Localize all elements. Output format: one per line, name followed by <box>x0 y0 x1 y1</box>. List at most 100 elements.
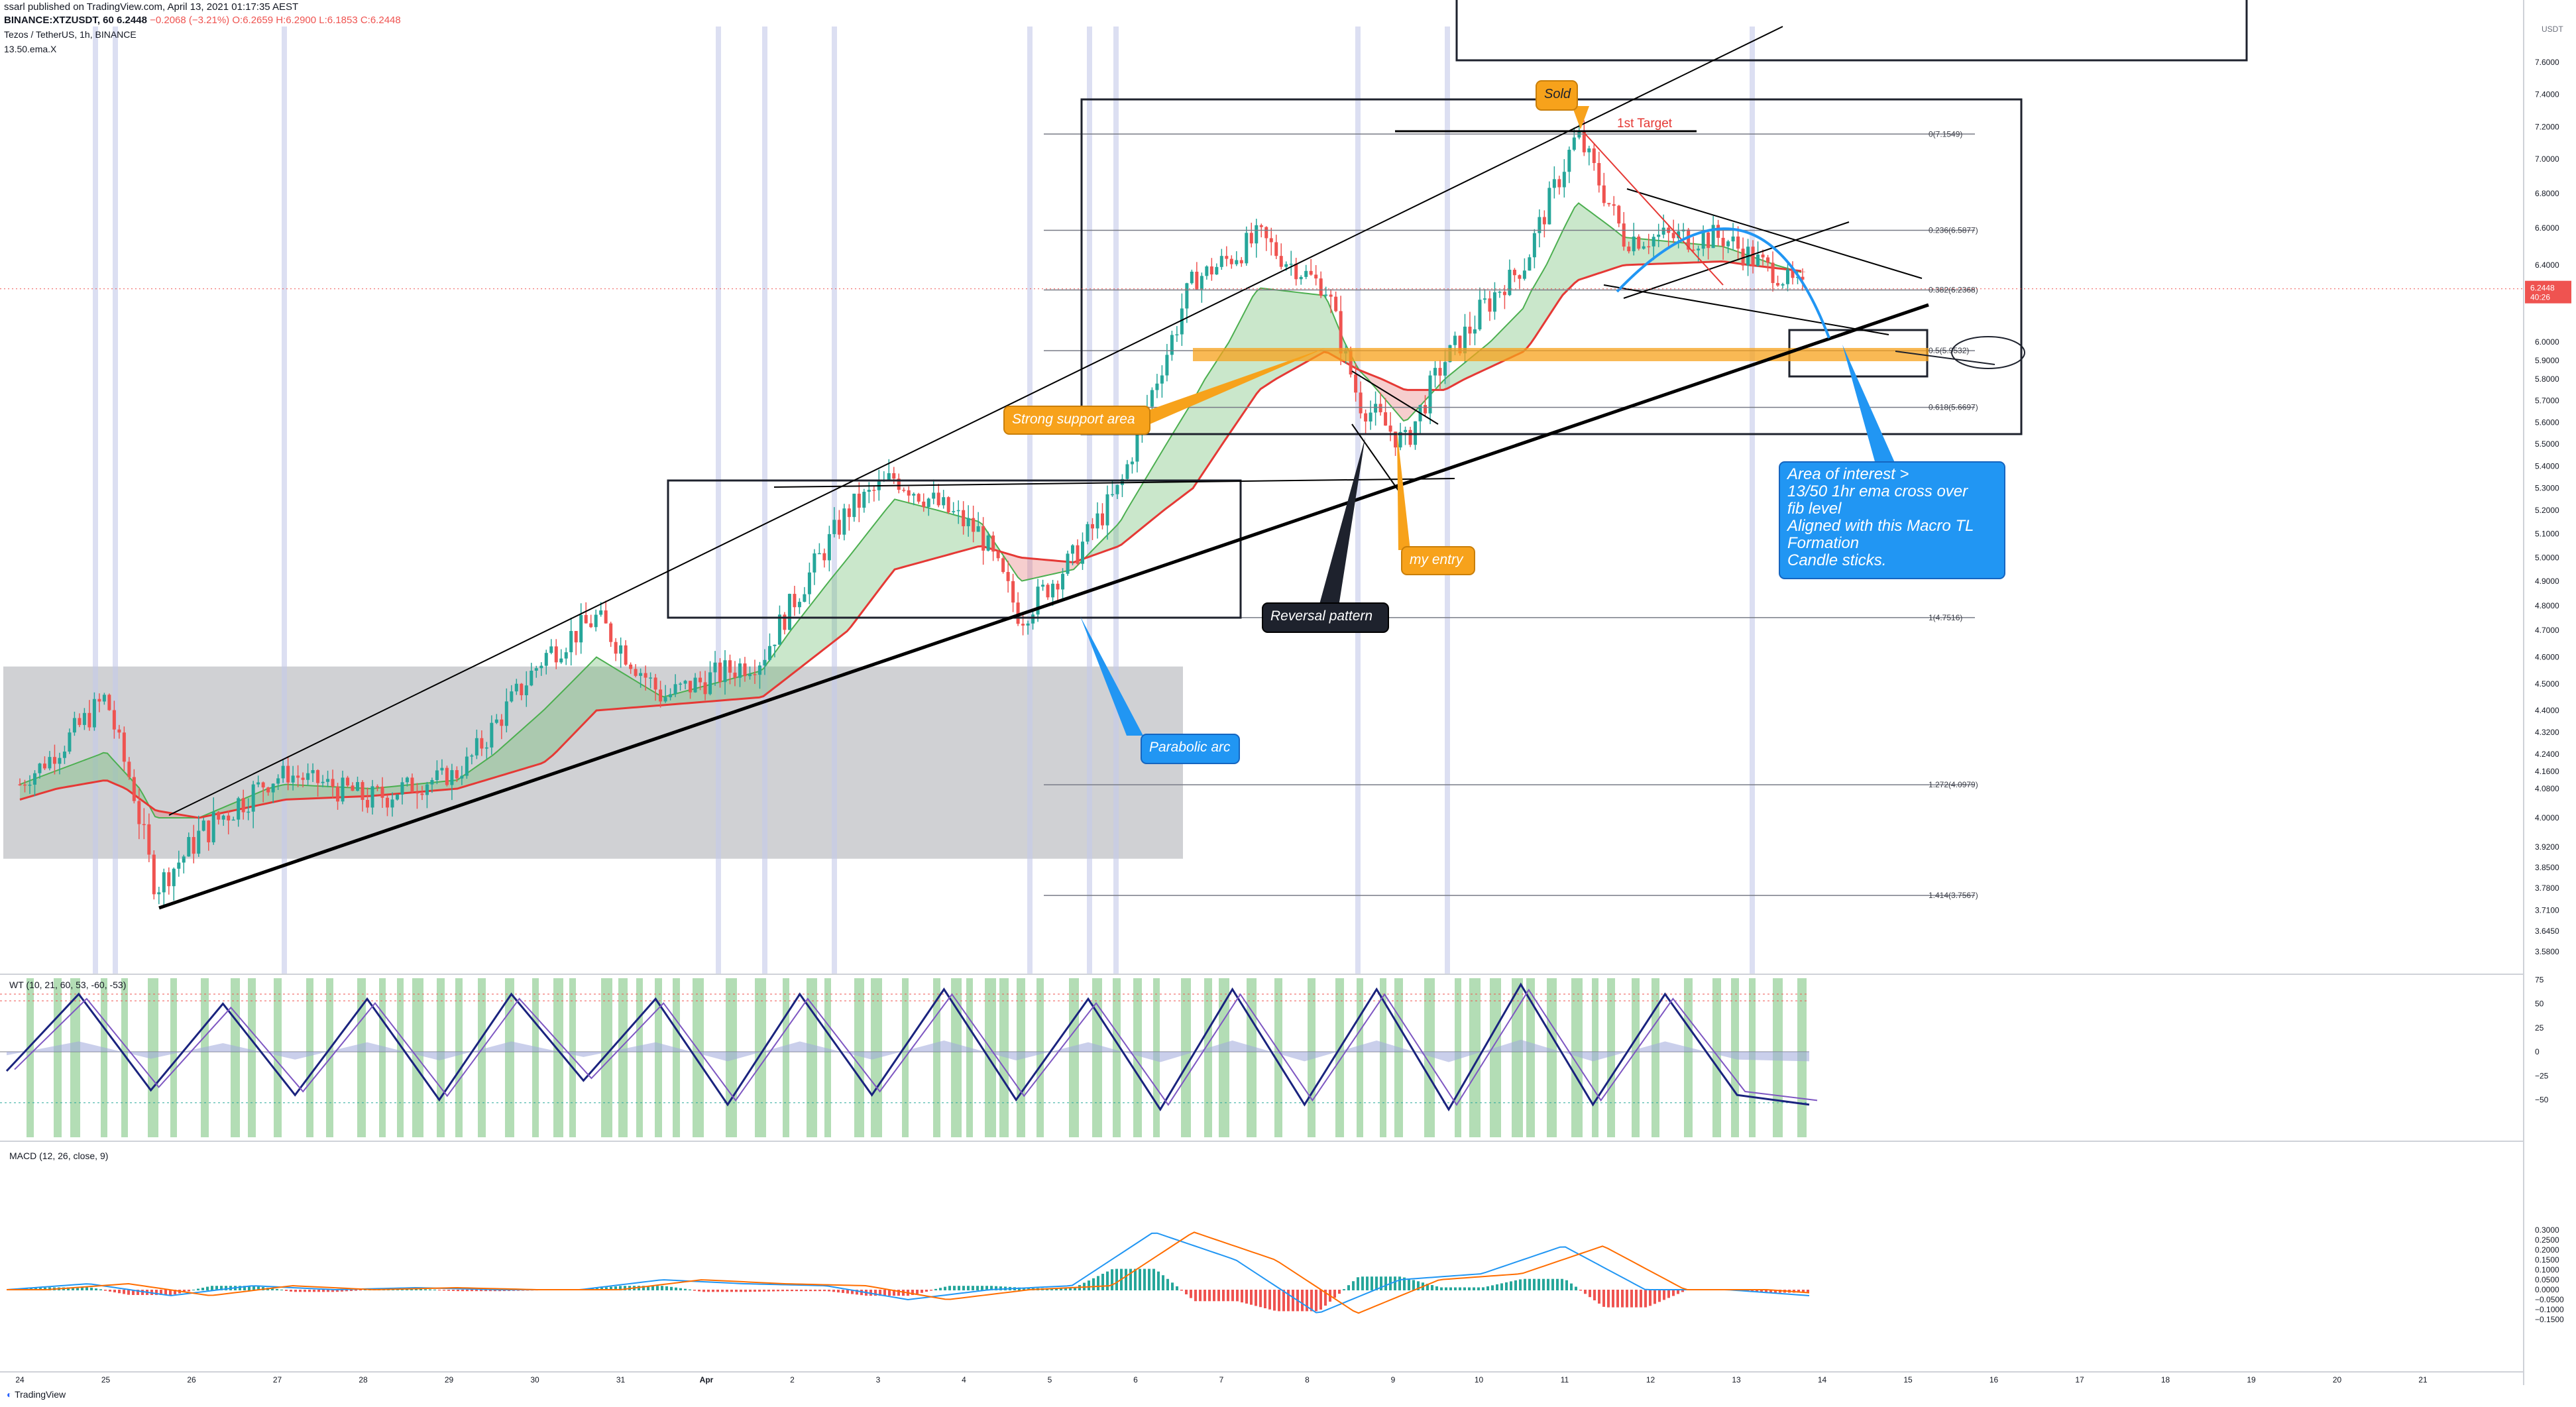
candle-body <box>976 526 980 532</box>
last-price: 6.2448 <box>117 15 147 26</box>
macd-histogram-bar <box>248 1286 251 1290</box>
macd-histogram-bar <box>313 1290 315 1292</box>
macd-histogram-bar <box>1176 1286 1178 1290</box>
macd-histogram-bar <box>744 1290 747 1292</box>
macd-histogram-bar <box>225 1286 227 1290</box>
candle-body <box>1130 461 1134 465</box>
ema-fill-segment <box>1694 243 1698 263</box>
macd-histogram-bar <box>160 1290 162 1295</box>
candle-body <box>1433 368 1437 376</box>
interest-callout: Area of interest >13/50 1hr ema cross ov… <box>1779 461 2005 579</box>
ema-fill-segment <box>1543 264 1547 325</box>
ema-fill-segment <box>533 716 537 766</box>
ema-fill-segment <box>636 681 640 708</box>
current-price-tag <box>2525 280 2571 304</box>
candle-body <box>1319 278 1323 296</box>
ema-fill-segment <box>1614 229 1618 268</box>
wt-line-1 <box>5 982 1810 1111</box>
macd-histogram-bar <box>740 1290 742 1292</box>
macd-histogram-bar <box>647 1286 649 1290</box>
candle-body <box>1031 614 1035 624</box>
candle-body <box>172 868 176 887</box>
macd-histogram-bar <box>201 1288 204 1290</box>
ema-fill-segment <box>926 507 930 561</box>
candle-body <box>231 819 235 821</box>
macd-histogram-bar <box>90 1287 93 1290</box>
wt-axis-label: 50 <box>2535 999 2544 1009</box>
candle-body <box>753 674 757 675</box>
ema-fill-segment <box>1730 249 1734 263</box>
ema-fill-segment <box>52 771 56 791</box>
ema-fill-segment <box>1237 319 1241 423</box>
candle-body <box>897 478 901 490</box>
candle-body <box>624 645 628 665</box>
macd-histogram-bar <box>1751 1290 1754 1292</box>
macd-histogram-bar <box>842 1290 844 1293</box>
wt-axis-label: 75 <box>2535 975 2544 984</box>
ema-fill-segment <box>60 767 64 789</box>
support-callout-text: Strong support area <box>1012 412 1135 427</box>
ema-fill-segment <box>1642 239 1646 264</box>
ema-fill-segment <box>489 755 493 779</box>
candle-body <box>435 770 439 781</box>
ema-fill-segment <box>1320 295 1324 355</box>
ema-fill-segment <box>1054 560 1058 574</box>
ema-fill-segment <box>1459 364 1463 382</box>
macd-line <box>6 1232 1810 1314</box>
candle-body <box>1632 236 1636 252</box>
wt-signal-bar <box>966 978 973 1137</box>
candle-body <box>996 551 1000 559</box>
ema-fill-segment <box>1157 453 1161 516</box>
candle-body <box>187 836 191 857</box>
reversal-callout: Reversal pattern <box>1262 602 1389 633</box>
macd-histogram-bar <box>1408 1278 1410 1290</box>
macd-histogram-bar <box>1255 1290 1257 1306</box>
macd-histogram-bar <box>290 1290 292 1292</box>
session-marker <box>1750 27 1755 974</box>
candle-body <box>390 799 394 808</box>
candle-body <box>72 718 76 733</box>
wt-signal-bar <box>933 978 940 1137</box>
macd-histogram-bar <box>164 1290 167 1295</box>
ema-fill-segment <box>1579 203 1583 280</box>
ema-fill-segment <box>1117 520 1121 547</box>
macd-axis-label: 0.1500 <box>2535 1255 2559 1265</box>
ema-fill-segment <box>310 785 314 799</box>
ema-fill-segment <box>258 791 262 805</box>
candle-body <box>266 787 270 793</box>
time-tick-label: 18 <box>2161 1375 2170 1384</box>
ema-fill-segment <box>592 657 596 715</box>
macd-histogram-bar <box>76 1287 79 1290</box>
ema-fill-segment <box>879 514 883 591</box>
ema-fill-segment <box>1181 414 1185 498</box>
ema-fill-segment <box>915 504 919 564</box>
wt-signal-bar <box>1274 978 1282 1137</box>
price-tick-label: 4.0000 <box>2535 813 2559 822</box>
macd-histogram-bar <box>1157 1271 1160 1290</box>
time-tick-label: 28 <box>359 1375 368 1384</box>
candle-body <box>78 718 82 725</box>
interest-callout-text: 13/50 1hr ema cross over <box>1787 482 1968 500</box>
macd-histogram-bar <box>1486 1286 1489 1290</box>
macd-histogram-bar <box>1630 1290 1633 1308</box>
candle-body <box>1801 276 1805 280</box>
ema-fill-segment <box>1304 293 1308 363</box>
macd-histogram-bar <box>308 1290 311 1292</box>
candle-body <box>629 664 633 669</box>
ema-fill-segment <box>1606 223 1610 271</box>
macd-histogram-bar <box>206 1286 209 1290</box>
ema-fill-segment <box>553 697 557 756</box>
ema-fill-segment <box>1125 506 1129 542</box>
ema-13-line <box>19 202 1802 818</box>
macd-histogram-bar <box>879 1290 881 1296</box>
fib-level-label: 0.236(6.5877) <box>1929 225 1978 235</box>
candle-body <box>1687 229 1691 250</box>
price-tick-label: 7.4000 <box>2535 90 2559 99</box>
interest-ellipse <box>1951 336 2025 369</box>
ema-fill-segment <box>1587 209 1591 278</box>
macd-histogram-bar <box>211 1286 213 1290</box>
wt-pane <box>0 978 1818 1137</box>
ema-fill-segment <box>1463 361 1467 380</box>
macd-histogram-bar <box>1533 1278 1536 1290</box>
macd-histogram-bar <box>911 1290 914 1295</box>
